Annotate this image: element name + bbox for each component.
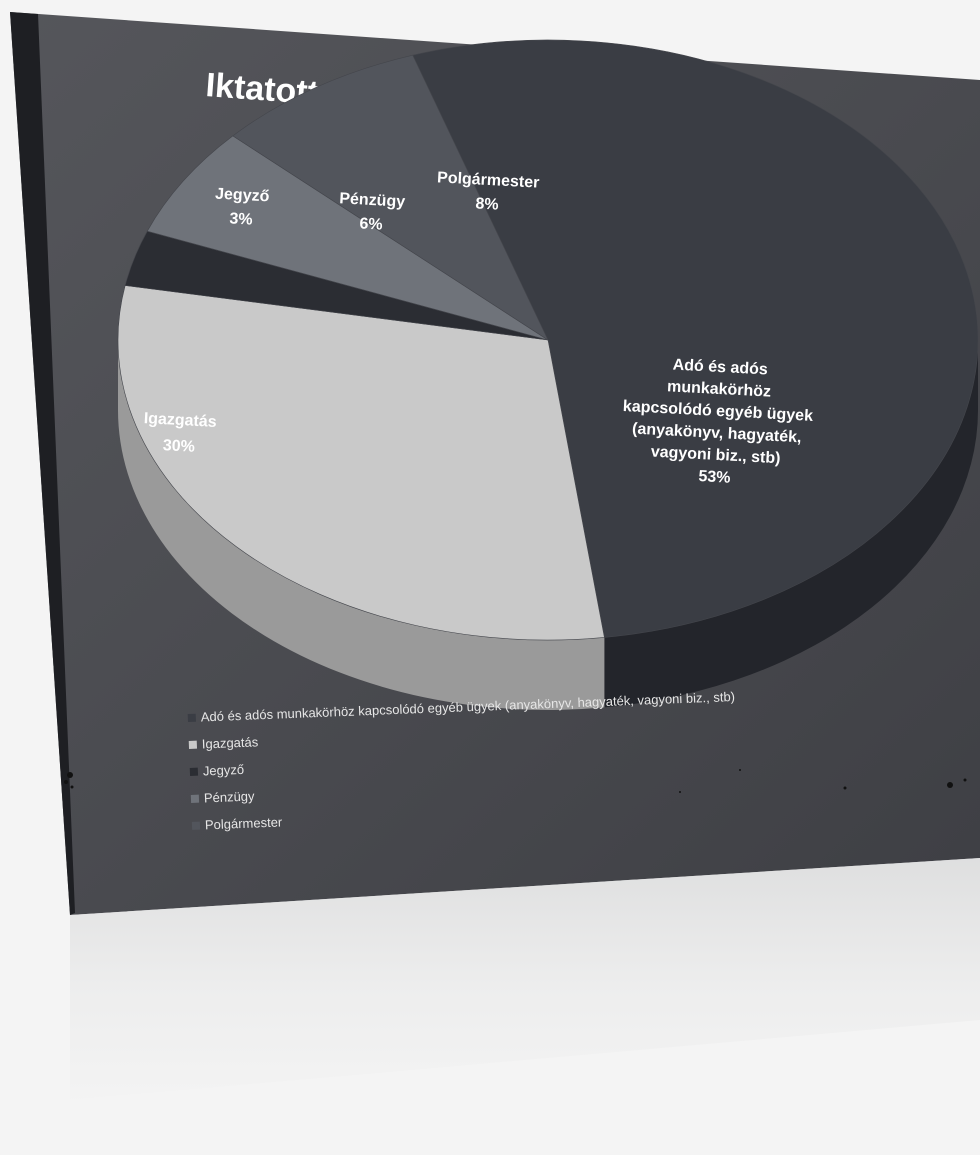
slide-reflection bbox=[70, 858, 980, 1110]
legend-swatch-3 bbox=[190, 794, 200, 803]
pie-slice-pénzügy bbox=[146, 135, 549, 341]
slide-left-edge bbox=[10, 12, 75, 915]
slice-label-4: Polgármester8% bbox=[435, 169, 539, 215]
legend-swatch-4 bbox=[191, 821, 201, 830]
pie-slice-igazgatás bbox=[117, 285, 605, 641]
scan-specks bbox=[64, 769, 967, 793]
slice-label-2: Jegyző3% bbox=[213, 186, 270, 230]
legend-label-3: Pénzügy bbox=[204, 788, 256, 805]
legend-label-1: Igazgatás bbox=[202, 734, 259, 751]
slice-label-1: Igazgatás30% bbox=[142, 410, 217, 457]
pie-side-0-0 bbox=[604, 340, 978, 708]
pie-slice-polgármester bbox=[232, 54, 549, 341]
legend-swatch-0 bbox=[187, 713, 196, 722]
pie-slice-adó bbox=[412, 39, 979, 638]
legend-label-2: Jegyző bbox=[203, 762, 245, 779]
pie-side-1-0 bbox=[118, 340, 605, 710]
legend-swatch-1 bbox=[188, 740, 198, 749]
slice-label-3: Pénzügy6% bbox=[338, 190, 406, 234]
pie-chart bbox=[117, 39, 979, 710]
legend-label-4: Polgármester bbox=[205, 814, 283, 832]
legend-swatch-2 bbox=[189, 767, 199, 776]
